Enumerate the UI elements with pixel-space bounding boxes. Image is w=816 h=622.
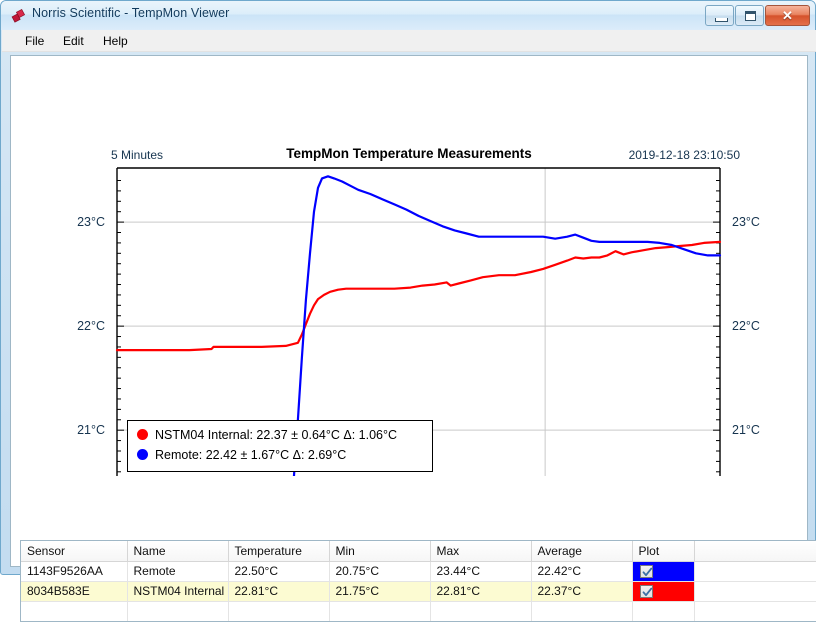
temperature-plot[interactable]: 21°C21°C22°C22°C23°C23°C23:10 [11,56,807,476]
cell-temperature: 22.81°C [228,581,330,602]
chart-range-label: 5 Minutes [111,148,164,162]
cell-max-temperature: 23.44°C [430,561,532,582]
minimize-icon [715,18,728,22]
legend-color-dot-remote [137,449,148,460]
title-bar: Norris Scientific - TempMon Viewer ✕ [1,1,815,30]
menu-item-help[interactable]: Help [103,34,128,48]
cell-empty [329,601,431,621]
maximize-button[interactable] [735,5,764,26]
svg-text:21°C: 21°C [77,423,105,437]
column-header-min[interactable]: Min [329,541,431,562]
cell-plot-toggle[interactable] [632,581,695,602]
table-empty-row [21,601,816,621]
minimize-button[interactable] [705,5,734,26]
cell-min-temperature: 21.75°C [329,581,431,602]
legend-color-dot-internal [137,429,148,440]
cell-temperature: 22.50°C [228,561,330,582]
cell-empty [228,601,330,621]
cell-average-temperature: 22.37°C [531,581,633,602]
menu-bar: File Edit Help [2,30,816,52]
close-icon: ✕ [782,8,793,23]
check-icon [642,567,652,576]
plot-checkbox[interactable] [639,584,653,598]
sensor-table-panel[interactable]: Sensor Name Temperature Min Max Average … [20,540,816,622]
column-header-plot[interactable]: Plot [632,541,695,562]
sensor-table: Sensor Name Temperature Min Max Average … [21,541,816,621]
cell-empty [531,601,633,621]
cell-sensor-id: 1143F9526AA [21,561,128,582]
cell-empty [694,601,816,621]
svg-text:23°C: 23°C [732,215,760,229]
cell-empty [430,601,532,621]
menu-item-edit[interactable]: Edit [63,34,84,48]
cell-sensor-name: NSTM04 Internal [127,581,229,602]
maximize-icon [745,11,756,21]
cell-empty [21,601,128,621]
cell-average-temperature: 22.42°C [531,561,633,582]
legend-entry-remote: Remote: 22.42 ± 1.67°C Δ: 2.69°C [137,448,346,462]
close-button[interactable]: ✕ [765,5,810,26]
table-row[interactable]: 8034B583E NSTM04 Internal 22.81°C 21.75°C 22… [21,581,816,602]
svg-text:23°C: 23°C [77,215,105,229]
window-controls: ✕ [705,5,810,26]
column-header-max[interactable]: Max [430,541,532,562]
plot-checkbox[interactable] [639,564,653,578]
client-area: 5 Minutes TempMon Temperature Measuremen… [10,55,816,622]
cell-filler [694,561,816,582]
cell-empty [127,601,229,621]
svg-text:22°C: 22°C [77,319,105,333]
column-header-average[interactable]: Average [531,541,633,562]
legend-text-remote: Remote: 22.42 ± 1.67°C Δ: 2.69°C [155,448,347,462]
table-row[interactable]: 1143F9526AA Remote 22.50°C 20.75°C 23.44°C 22… [21,561,816,582]
check-icon [642,587,652,596]
legend-entry-internal: NSTM04 Internal: 22.37 ± 0.64°C Δ: 1.06°… [137,428,397,442]
chart-title: TempMon Temperature Measurements [286,146,532,161]
svg-text:21°C: 21°C [732,423,760,437]
cell-sensor-id: 8034B583E [21,581,128,602]
cell-max-temperature: 22.81°C [430,581,532,602]
column-header-temperature[interactable]: Temperature [228,541,330,562]
column-header-sensor[interactable]: Sensor [21,541,128,562]
window-title: Norris Scientific - TempMon Viewer [32,6,230,20]
chart-timestamp: 2019-12-18 23:10:50 [628,148,740,162]
cell-plot-toggle[interactable] [632,561,695,582]
cell-empty [632,601,695,621]
chart-panel: 5 Minutes TempMon Temperature Measuremen… [11,56,807,476]
column-header-filler[interactable] [694,541,816,562]
legend-text-internal: NSTM04 Internal: 22.37 ± 0.64°C Δ: 1.06°… [155,428,397,442]
app-diamond-icon [11,8,27,24]
table-header-row: Sensor Name Temperature Min Max Average … [21,541,816,562]
chart-legend: NSTM04 Internal: 22.37 ± 0.64°C Δ: 1.06°… [127,420,433,472]
cell-sensor-name: Remote [127,561,229,582]
menu-item-file[interactable]: File [25,34,45,48]
cell-min-temperature: 20.75°C [329,561,431,582]
svg-text:22°C: 22°C [732,319,760,333]
column-header-name[interactable]: Name [127,541,229,562]
cell-filler [694,581,816,602]
